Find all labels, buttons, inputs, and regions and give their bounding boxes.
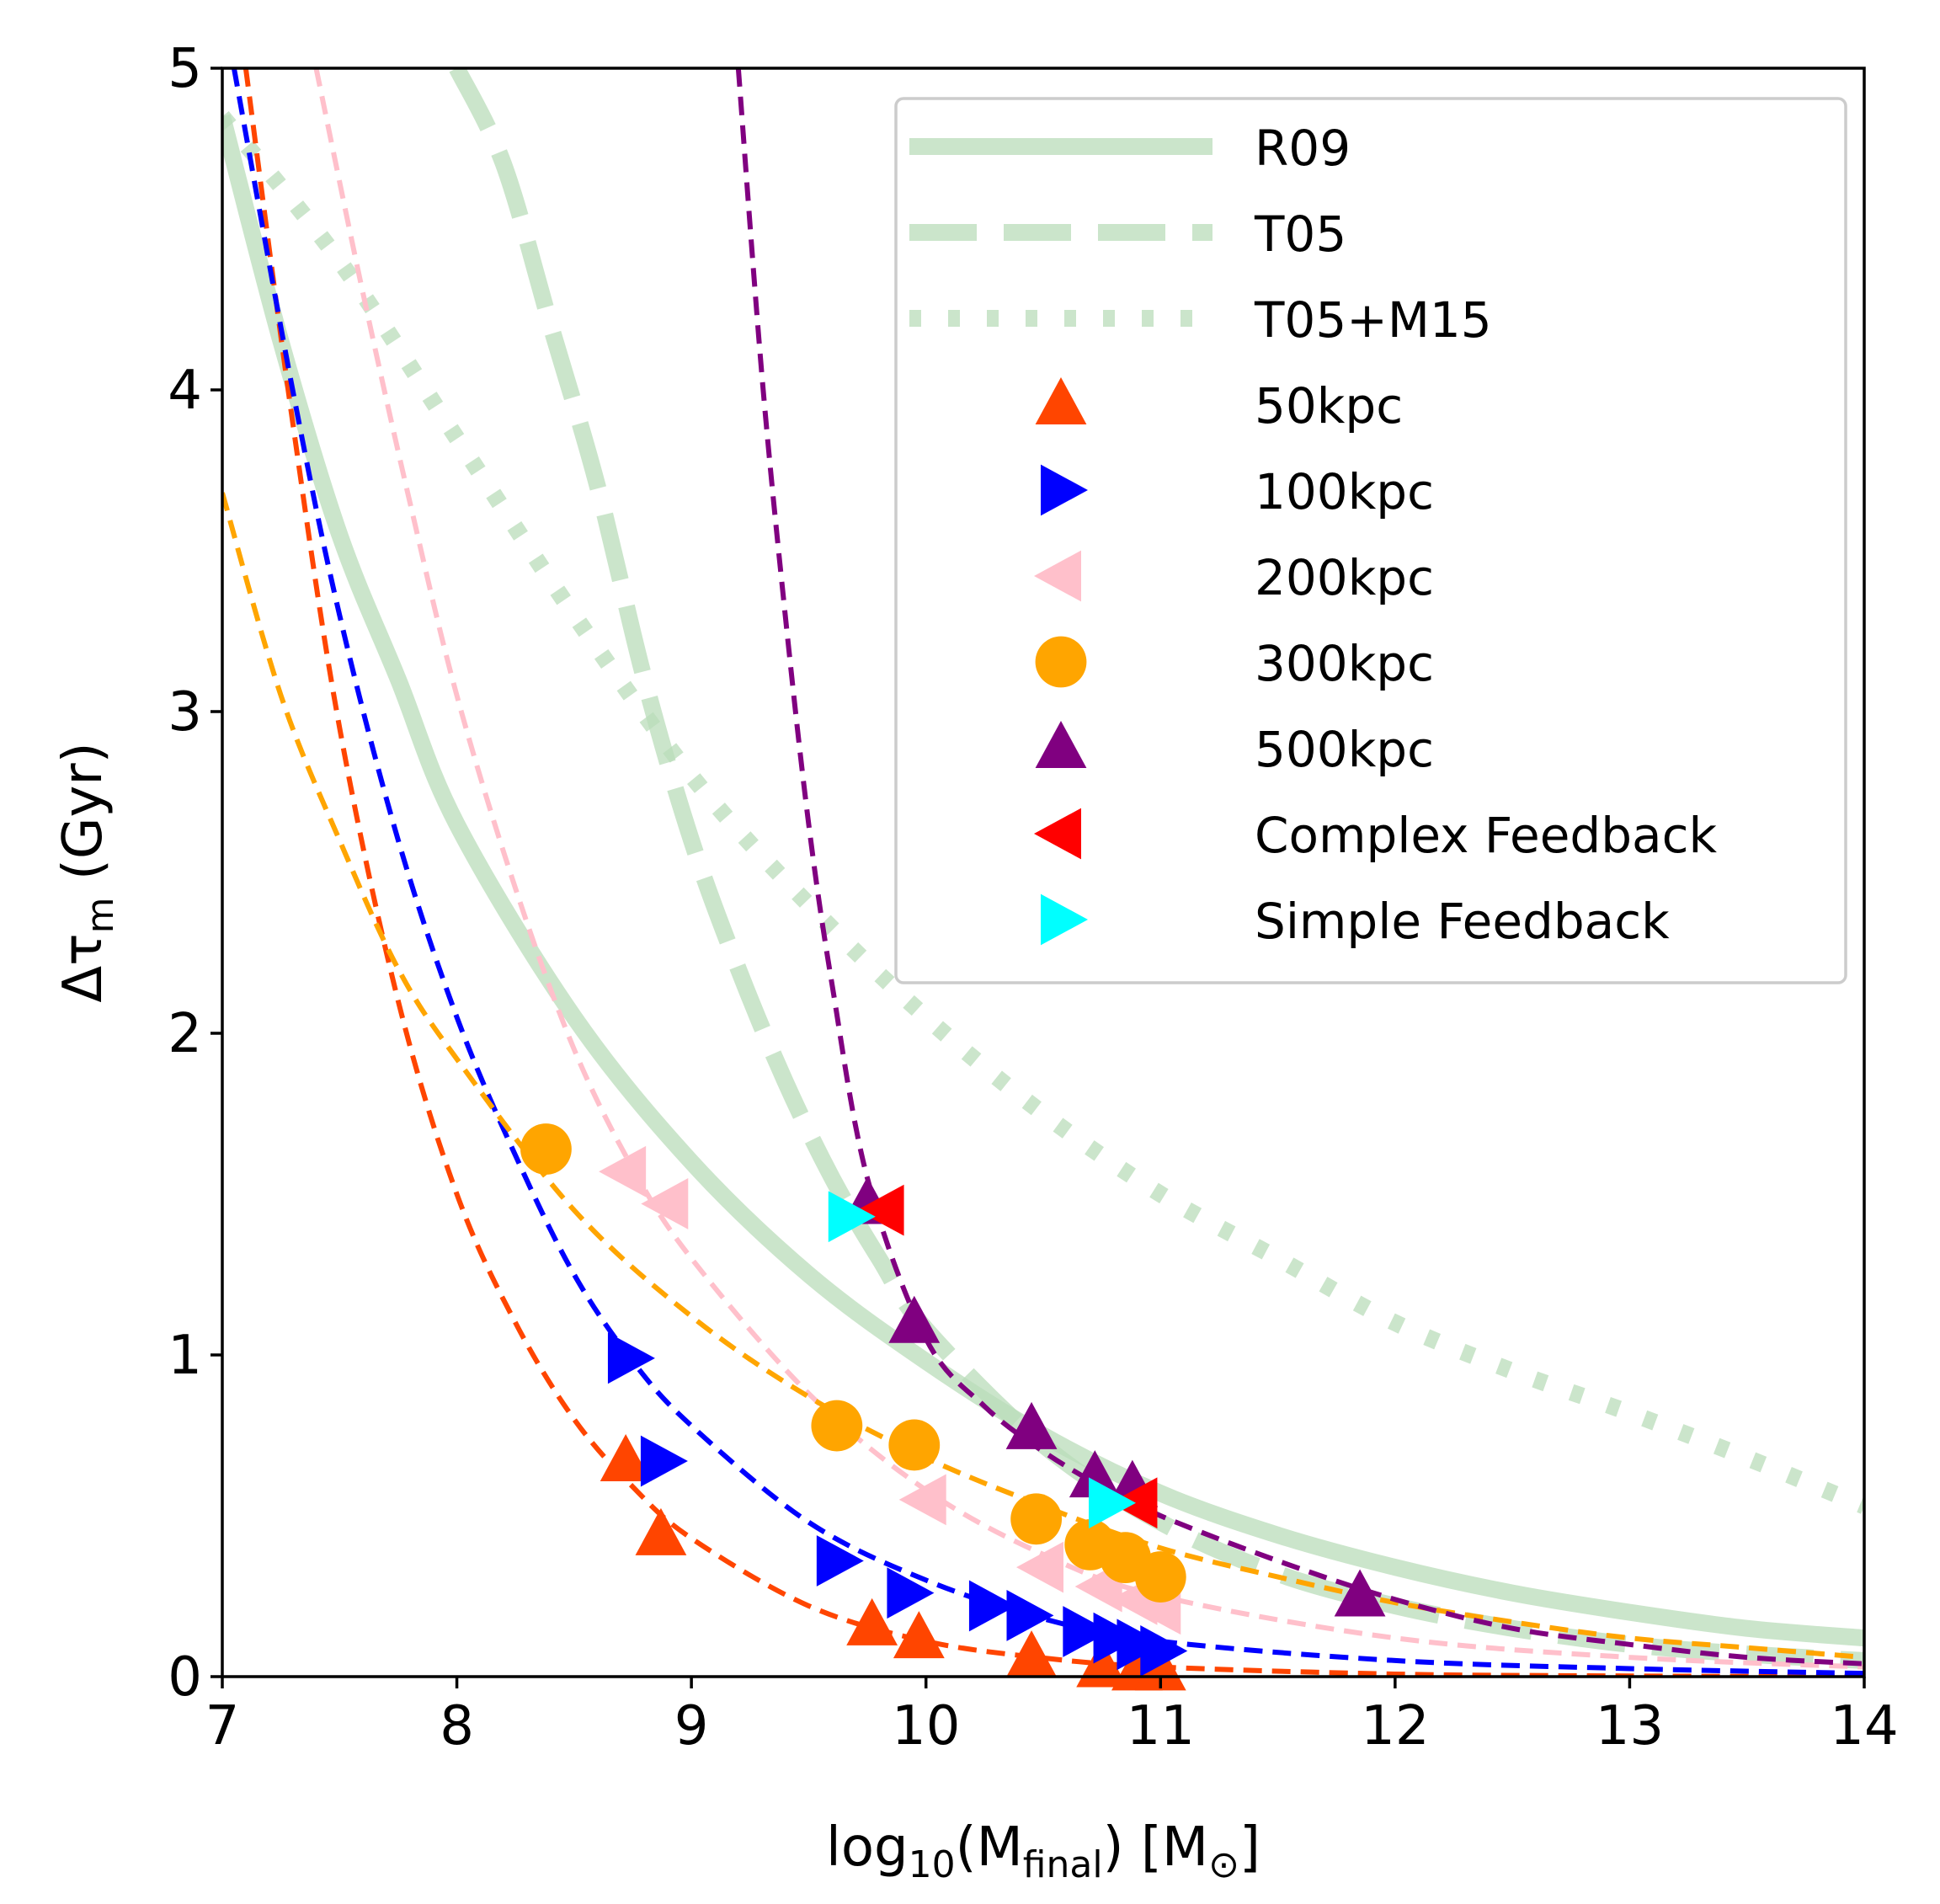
x-tick-label: 11 bbox=[1127, 1695, 1195, 1757]
data-point-100kpc bbox=[816, 1535, 864, 1587]
y-tick-label: 3 bbox=[168, 681, 202, 744]
fit-curves bbox=[222, 68, 1864, 1677]
data-point-simple-feedback bbox=[1089, 1477, 1136, 1529]
data-point-50kpc bbox=[635, 1507, 687, 1555]
data-point-100kpc bbox=[607, 1332, 655, 1384]
data-point-50kpc bbox=[1005, 1630, 1058, 1678]
legend-entry-500kpc: 500kpc bbox=[1035, 721, 1434, 778]
x-tick-label: 9 bbox=[674, 1695, 709, 1757]
legend-entry-complex-feedback: Complex Feedback bbox=[1034, 807, 1717, 864]
legend-label: 50kpc bbox=[1255, 377, 1403, 435]
legend-entry-100kpc: 100kpc bbox=[1041, 463, 1434, 520]
legend-entry-50kpc: 50kpc bbox=[1035, 377, 1403, 435]
data-point-simple-feedback bbox=[828, 1191, 876, 1243]
data-point-200kpc bbox=[898, 1474, 946, 1526]
data-point-300kpc bbox=[520, 1123, 572, 1175]
legend-label: 300kpc bbox=[1255, 635, 1434, 692]
x-tick-label: 14 bbox=[1830, 1695, 1898, 1757]
legend-label: T05+M15 bbox=[1254, 291, 1492, 349]
data-point-500kpc bbox=[888, 1295, 941, 1343]
legend-swatch bbox=[1035, 721, 1087, 768]
legend-swatch bbox=[1034, 550, 1081, 602]
legend-entries: R09 T05 T05+M15 50kpc 100kpc 200kpc 300kpc 500k… bbox=[909, 120, 1717, 950]
data-point-100kpc bbox=[1006, 1590, 1054, 1641]
legend-label: 100kpc bbox=[1255, 463, 1434, 520]
data-point-300kpc bbox=[811, 1400, 863, 1452]
data-point-300kpc bbox=[1010, 1493, 1063, 1545]
fit-curve-300kpc bbox=[222, 492, 1864, 1661]
legend-swatch bbox=[1035, 377, 1087, 424]
x-tick-label: 7 bbox=[205, 1695, 240, 1757]
data-point-300kpc bbox=[1134, 1551, 1186, 1603]
fit-curve-100kpc bbox=[231, 68, 1864, 1677]
reference-curve-r09 bbox=[222, 114, 1864, 1647]
legend: R09 T05 T05+M15 50kpc 100kpc 200kpc 300kpc 500k… bbox=[894, 97, 1847, 984]
legend-label: Complex Feedback bbox=[1255, 807, 1717, 864]
data-point-50kpc bbox=[600, 1434, 652, 1482]
data-point-200kpc bbox=[1016, 1541, 1063, 1593]
data-point-50kpc bbox=[1134, 1643, 1186, 1691]
data-point-200kpc bbox=[641, 1178, 689, 1229]
y-tick-label: 1 bbox=[168, 1325, 202, 1387]
data-point-50kpc bbox=[893, 1611, 945, 1659]
legend-swatch bbox=[1035, 636, 1087, 688]
data-point-500kpc bbox=[1334, 1569, 1386, 1617]
x-tick-label: 8 bbox=[440, 1695, 474, 1757]
legend-label: R09 bbox=[1255, 120, 1351, 177]
data-point-200kpc bbox=[599, 1145, 647, 1197]
y-tick-label: 0 bbox=[168, 1646, 202, 1709]
data-point-50kpc bbox=[846, 1597, 898, 1645]
x-axis-ticks: 7 8 9 10 11 12 13 14 bbox=[205, 1677, 1899, 1757]
data-point-100kpc bbox=[968, 1580, 1016, 1632]
y-tick-label: 2 bbox=[168, 1003, 202, 1065]
legend-label: 200kpc bbox=[1255, 549, 1434, 606]
data-point-100kpc bbox=[1140, 1625, 1188, 1677]
data-point-100kpc bbox=[887, 1567, 935, 1619]
x-axis-label: log10(Mfinal) [M⊙] bbox=[826, 1816, 1260, 1886]
data-markers bbox=[520, 1123, 1386, 1691]
legend-label: T05 bbox=[1254, 205, 1346, 263]
y-tick-label: 4 bbox=[168, 360, 202, 422]
legend-frame bbox=[894, 97, 1847, 984]
legend-entry-300kpc: 300kpc bbox=[1035, 635, 1434, 692]
legend-entry-200kpc: 200kpc bbox=[1034, 549, 1434, 606]
data-point-500kpc bbox=[1069, 1450, 1121, 1498]
data-point-300kpc bbox=[888, 1419, 941, 1471]
legend-entry-t05-m15: T05+M15 bbox=[909, 291, 1492, 349]
y-axis-ticks: 0 1 2 3 4 5 bbox=[168, 38, 222, 1709]
fit-curve-200kpc bbox=[313, 68, 1864, 1670]
legend-swatch bbox=[1041, 893, 1088, 946]
plot-frame bbox=[221, 67, 1866, 1678]
legend-entry-t05: T05 bbox=[909, 205, 1346, 263]
y-axis-label: Δτm (Gyr) bbox=[52, 742, 122, 1002]
data-point-500kpc bbox=[1005, 1401, 1058, 1449]
legend-entry-simple-feedback: Simple Feedback bbox=[1041, 893, 1670, 950]
legend-label: 500kpc bbox=[1255, 721, 1434, 778]
fit-curve-500kpc bbox=[735, 68, 1864, 1667]
x-tick-label: 12 bbox=[1361, 1695, 1429, 1757]
y-tick-label: 5 bbox=[168, 38, 202, 100]
fit-curve-50kpc bbox=[242, 68, 1864, 1677]
legend-entry-r09: R09 bbox=[909, 120, 1351, 177]
x-tick-label: 13 bbox=[1596, 1695, 1664, 1757]
data-point-complex-feedback bbox=[856, 1184, 904, 1236]
data-point-100kpc bbox=[640, 1435, 688, 1487]
legend-swatch bbox=[1041, 464, 1088, 516]
legend-label: Simple Feedback bbox=[1255, 893, 1670, 950]
legend-swatch bbox=[1034, 808, 1081, 860]
data-point-100kpc bbox=[1063, 1606, 1111, 1657]
x-tick-label: 10 bbox=[892, 1695, 960, 1757]
